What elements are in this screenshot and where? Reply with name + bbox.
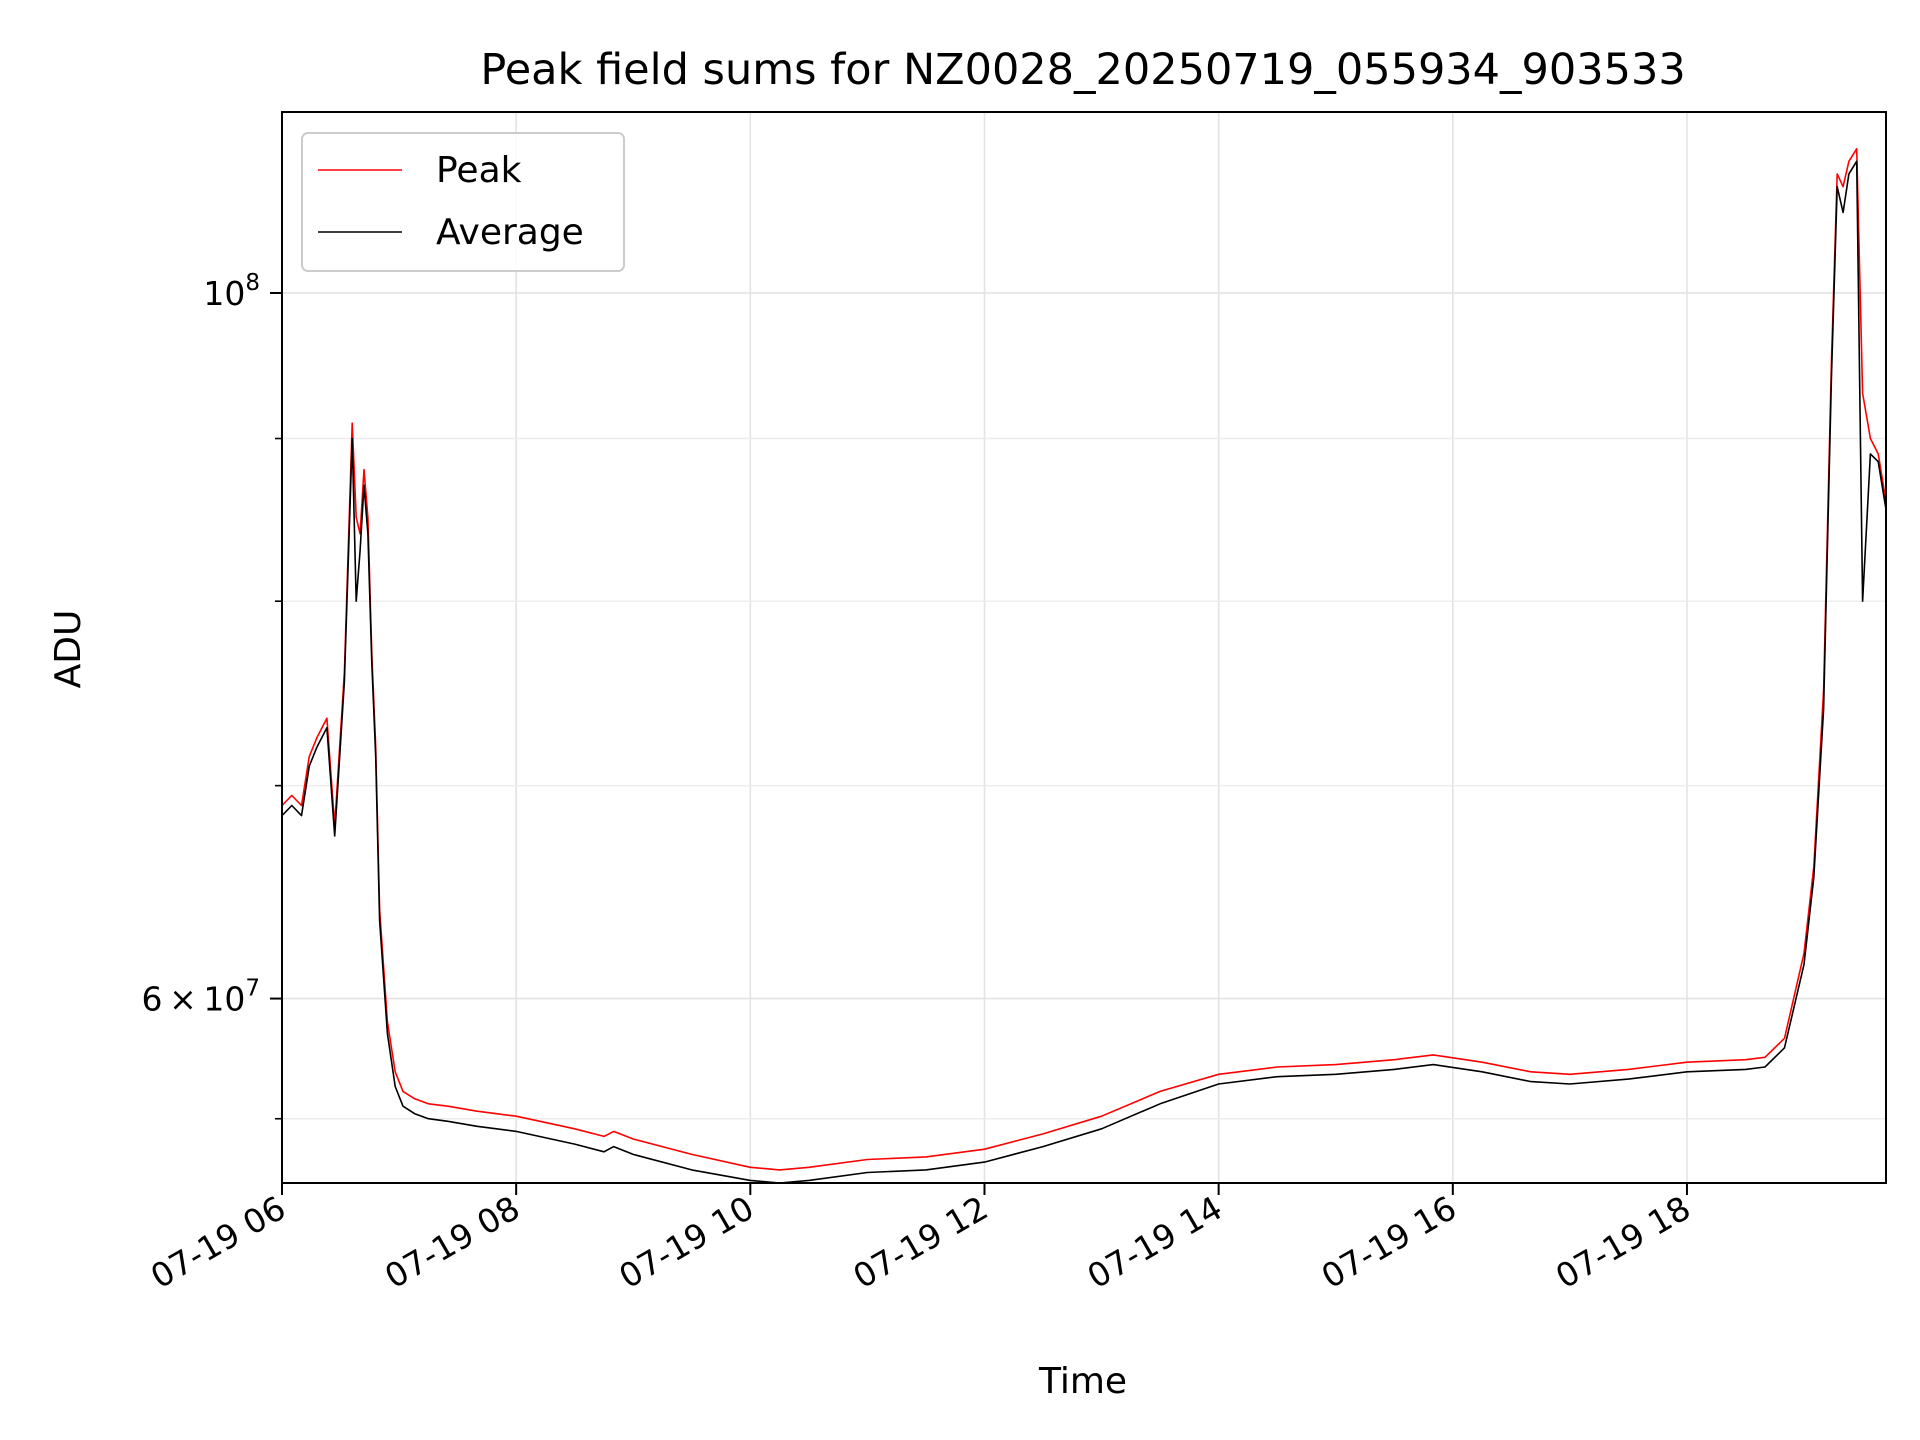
y-tick-base: 10 [203,980,245,1019]
legend-label: Average [436,212,584,253]
legend-box [301,132,625,272]
y-axis-label: ADU [48,610,89,689]
x-axis-label: Time [1038,1361,1127,1402]
y-tick-base: 10 [203,274,245,313]
grid [281,112,1886,1183]
series-line-peak [282,148,1886,1171]
y-tick-exponent: 7 [245,976,260,1002]
plot-lines [282,148,1886,1183]
legend-label: Peak [436,150,522,191]
y-tick-times: × [163,980,204,1019]
series-line-average [282,160,1886,1183]
y-tick-exponent: 8 [245,270,260,296]
y-tick-mantissa: 6 [142,980,163,1019]
y-tick-label: 108 [203,270,260,313]
axes-frame [281,111,1887,1184]
legend: Peak Average [301,132,625,272]
chart-title: Peak field sums for NZ0028_20250719_0559… [480,45,1685,95]
y-tick-label: 6 × 107 [142,976,260,1019]
